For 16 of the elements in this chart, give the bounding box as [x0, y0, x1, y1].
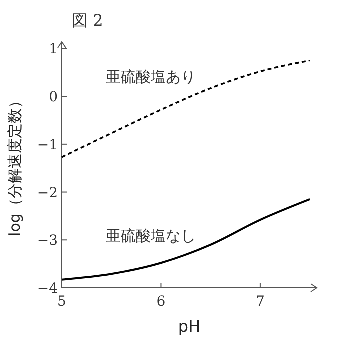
y-tick-label: −2	[37, 185, 58, 202]
y-axis-title: log（分解速度定数）	[6, 94, 24, 236]
y-tick-label: −4	[37, 281, 58, 297]
x-tick-label: 5	[58, 294, 66, 310]
x-axis-title: pH	[178, 317, 201, 336]
line-series	[61, 198, 312, 281]
x-tick-label: 6	[156, 294, 166, 310]
y-tick-label: −1	[37, 137, 58, 154]
y-tick-label: −3	[37, 233, 58, 250]
y-tick-label: 0	[49, 90, 58, 106]
series-label: 亜硫酸塩あり	[106, 68, 196, 86]
line-series	[61, 60, 311, 158]
series-label: 亜硫酸塩なし	[106, 227, 196, 246]
y-tick-label: 1	[49, 42, 58, 58]
x-tick-label: 7	[256, 294, 265, 310]
chart-title: 図 2	[72, 11, 104, 30]
